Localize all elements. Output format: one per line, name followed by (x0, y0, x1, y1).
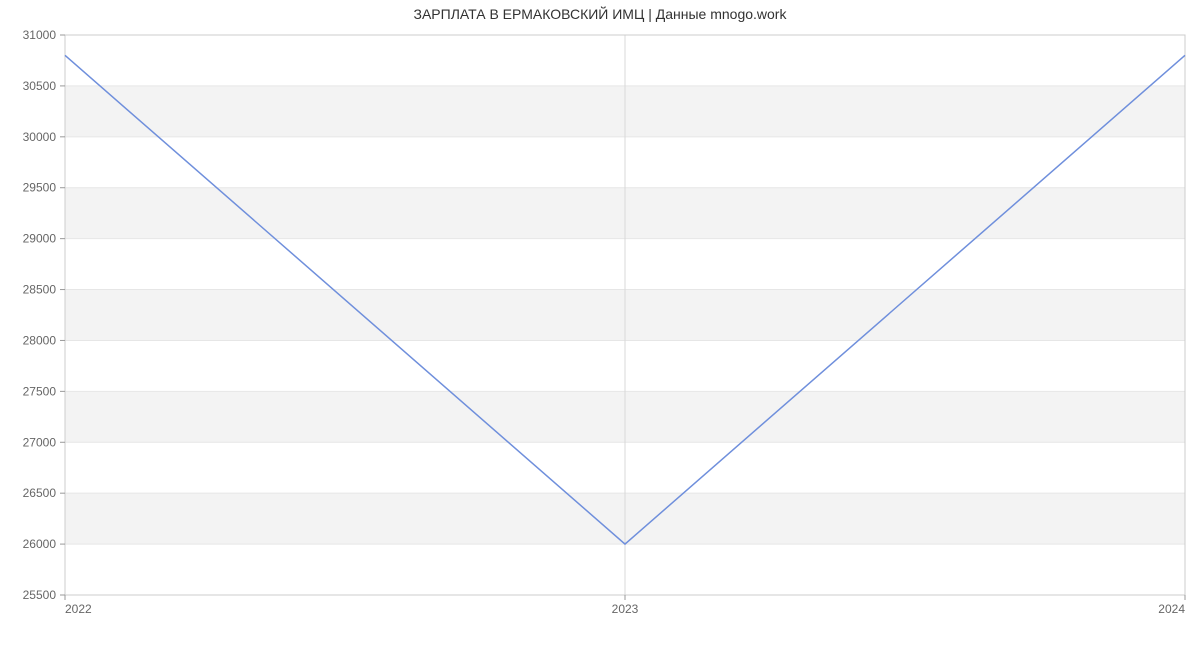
svg-text:26500: 26500 (23, 486, 57, 500)
svg-text:25500: 25500 (23, 588, 57, 602)
chart-svg: 25500 26000 26500 27000 27500 28000 28500 29000… (0, 0, 1200, 650)
svg-text:2023: 2023 (612, 602, 639, 616)
svg-text:30500: 30500 (23, 79, 57, 93)
svg-text:30000: 30000 (23, 130, 57, 144)
svg-text:29500: 29500 (23, 181, 57, 195)
svg-text:28000: 28000 (23, 333, 57, 347)
svg-text:29000: 29000 (23, 232, 57, 246)
svg-text:27500: 27500 (23, 384, 57, 398)
svg-text:28500: 28500 (23, 283, 57, 297)
svg-text:27000: 27000 (23, 435, 57, 449)
svg-text:2024: 2024 (1158, 602, 1185, 616)
svg-text:26000: 26000 (23, 537, 57, 551)
salary-line-chart: ЗАРПЛАТА В ЕРМАКОВСКИЙ ИМЦ | Данные mnog… (0, 0, 1200, 650)
svg-text:2022: 2022 (65, 602, 92, 616)
svg-text:31000: 31000 (23, 28, 57, 42)
chart-title: ЗАРПЛАТА В ЕРМАКОВСКИЙ ИМЦ | Данные mnog… (0, 6, 1200, 22)
